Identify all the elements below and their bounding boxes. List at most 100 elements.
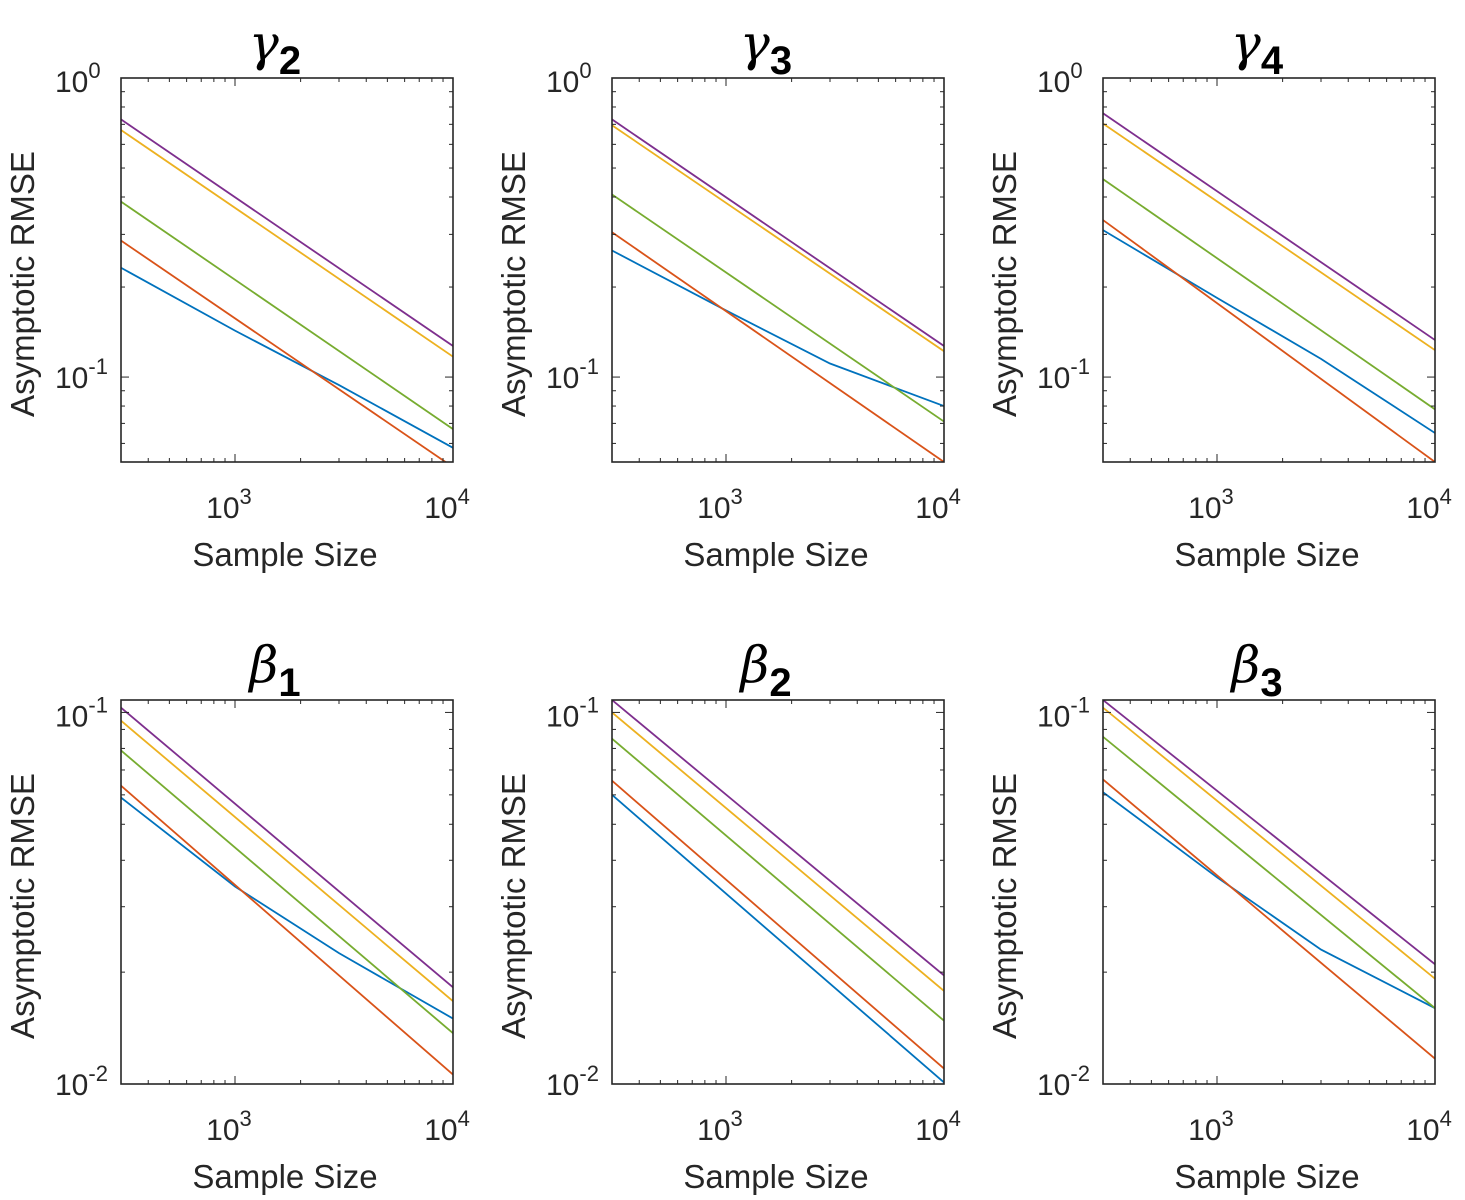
series-line-1	[612, 249, 944, 407]
series-group	[612, 118, 944, 462]
title-symbol: β	[1229, 636, 1260, 694]
series-line-4	[612, 118, 944, 347]
x-axis-label: Sample Size	[192, 536, 377, 573]
tick-exponent: 3	[240, 484, 252, 509]
y-tick-label: 100	[546, 58, 592, 99]
series-line-3	[1103, 706, 1435, 980]
tick-base: 10	[1037, 66, 1070, 99]
minor-ticks	[612, 78, 944, 462]
y-tick-label: 10-2	[55, 1061, 108, 1102]
minor-ticks	[1103, 700, 1435, 1084]
x-tick-label: 104	[915, 484, 961, 525]
x-axis-label: Sample Size	[683, 1158, 868, 1195]
x-axis-label: Sample Size	[1174, 536, 1359, 573]
minor-ticks	[121, 78, 453, 462]
series-line-1	[1103, 791, 1435, 1009]
tick-exponent: -2	[1070, 1061, 1090, 1086]
series-line-3	[612, 124, 944, 352]
tick-exponent: 4	[458, 1106, 470, 1131]
tick-exponent: -1	[1070, 692, 1090, 717]
tick-base: 10	[915, 492, 948, 525]
x-axis-label: Sample Size	[683, 536, 868, 573]
title-subscript: 2	[769, 661, 791, 705]
axes-box	[1102, 699, 1436, 1085]
title-symbol: γ	[740, 14, 770, 72]
y-tick-label: 100	[55, 58, 101, 99]
chart-title: β3	[1229, 636, 1282, 705]
title-subscript: 2	[279, 39, 301, 83]
series-line-3	[121, 129, 453, 358]
tick-base: 10	[1037, 362, 1070, 395]
y-axis-label: Asymptotic RMSE	[986, 151, 1023, 417]
tick-exponent: -2	[88, 1061, 108, 1086]
series-line-4	[1103, 112, 1435, 341]
axes-box	[611, 699, 945, 1085]
series-group	[121, 706, 453, 1076]
tick-exponent: -1	[579, 692, 599, 717]
title-symbol: γ	[249, 14, 279, 72]
y-tick-label: 10-2	[546, 1061, 599, 1102]
tick-exponent: 4	[1440, 484, 1452, 509]
tick-exponent: 3	[731, 1106, 743, 1131]
y-tick-label: 100	[1037, 58, 1083, 99]
tick-exponent: 0	[88, 58, 100, 83]
series-line-5	[121, 200, 453, 430]
tick-base: 10	[55, 1069, 88, 1102]
tick-base: 10	[697, 492, 730, 525]
series-line-2	[121, 785, 453, 1076]
tick-base: 10	[1188, 1114, 1221, 1147]
tick-exponent: 4	[458, 484, 470, 509]
tick-base: 10	[206, 492, 239, 525]
title-symbol: β	[738, 636, 769, 694]
x-tick-label: 104	[424, 484, 470, 525]
tick-base: 10	[55, 66, 88, 99]
y-tick-label: 10-1	[1037, 692, 1090, 733]
series-line-2	[121, 239, 448, 462]
series-line-3	[121, 720, 453, 1002]
tick-base: 10	[206, 1114, 239, 1147]
title-symbol: γ	[1231, 14, 1261, 72]
series-group	[1103, 700, 1435, 1060]
y-axis-label: Asymptotic RMSE	[495, 151, 532, 417]
tick-base: 10	[546, 66, 579, 99]
tick-base: 10	[424, 1114, 457, 1147]
axes-box	[1102, 77, 1436, 463]
y-axis-label: Asymptotic RMSE	[495, 773, 532, 1039]
series-line-3	[1103, 122, 1435, 351]
tick-base: 10	[424, 492, 457, 525]
x-tick-label: 104	[1406, 1106, 1452, 1147]
title-subscript: 3	[770, 39, 792, 83]
title-subscript: 4	[1261, 39, 1284, 83]
tick-exponent: -2	[579, 1061, 599, 1086]
series-line-1	[1103, 229, 1435, 434]
series-line-4	[1103, 700, 1435, 965]
series-line-5	[612, 193, 944, 423]
x-tick-label: 104	[1406, 484, 1452, 525]
tick-base: 10	[55, 362, 88, 395]
y-axis-label: Asymptotic RMSE	[4, 151, 41, 417]
x-tick-label: 104	[424, 1106, 470, 1147]
chart-title: β2	[738, 636, 791, 705]
x-tick-label: 104	[915, 1106, 961, 1147]
tick-exponent: -1	[1070, 354, 1090, 379]
axes-box	[120, 77, 454, 463]
title-subscript: 1	[278, 661, 300, 705]
x-tick-label: 103	[206, 1106, 252, 1147]
tick-exponent: 3	[731, 484, 743, 509]
minor-ticks	[612, 700, 944, 1084]
tick-base: 10	[1188, 492, 1221, 525]
title-symbol: β	[247, 636, 278, 694]
tick-exponent: 3	[1222, 1106, 1234, 1131]
y-axis-label: Asymptotic RMSE	[986, 773, 1023, 1039]
x-tick-label: 103	[206, 484, 252, 525]
y-tick-label: 10-1	[55, 354, 108, 395]
tick-exponent: 4	[1440, 1106, 1452, 1131]
tick-exponent: -1	[579, 354, 599, 379]
tick-exponent: 0	[1070, 58, 1082, 83]
series-line-1	[612, 794, 944, 1084]
chart-title: γ4	[1231, 14, 1284, 83]
series-line-5	[612, 737, 944, 1022]
